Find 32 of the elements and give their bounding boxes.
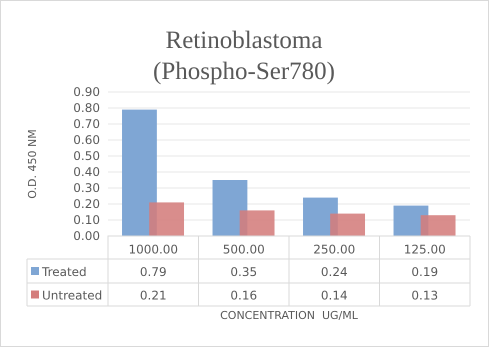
y-axis-title: O.D. 450 NM [26, 129, 39, 199]
chart-title: Retinoblastoma (Phospho-Ser780) [153, 27, 335, 85]
data-label: 0.79 [140, 265, 167, 279]
x-tick-label: 500.00 [222, 242, 265, 256]
bar [330, 214, 366, 236]
y-tick-label: 0.80 [73, 100, 100, 115]
y-tick-label: 0.30 [73, 180, 100, 195]
bar [420, 215, 456, 236]
data-label: 0.21 [140, 288, 167, 302]
data-label: 0.16 [230, 288, 258, 302]
x-tick-label: 250.00 [313, 242, 356, 256]
y-tick-label: 0.40 [73, 164, 100, 179]
y-tick-label: 0.10 [73, 212, 100, 227]
y-tick-label: 0.50 [73, 148, 100, 163]
y-tick-label: 0.90 [73, 84, 100, 99]
bar [149, 202, 184, 236]
bar [122, 110, 157, 236]
x-tick-label: 125.00 [404, 242, 446, 256]
legend-label: Untreated [42, 288, 102, 302]
x-tick-label: 1000.00 [128, 242, 178, 256]
y-tick-label: 0.20 [73, 196, 100, 211]
y-tick-label: 0.60 [73, 132, 100, 147]
data-label: 0.14 [320, 288, 348, 302]
data-label: 0.24 [320, 265, 348, 279]
y-tick-label: 0.70 [73, 116, 100, 131]
x-axis-title: CONCENTRATION UG/ML [220, 309, 359, 322]
y-tick-label: 0.00 [73, 228, 100, 243]
data-label: 0.35 [230, 265, 258, 279]
bar [240, 210, 275, 236]
data-label: 0.13 [411, 288, 438, 302]
legend-label: Treated [41, 265, 87, 279]
data-label: 0.19 [411, 265, 438, 279]
